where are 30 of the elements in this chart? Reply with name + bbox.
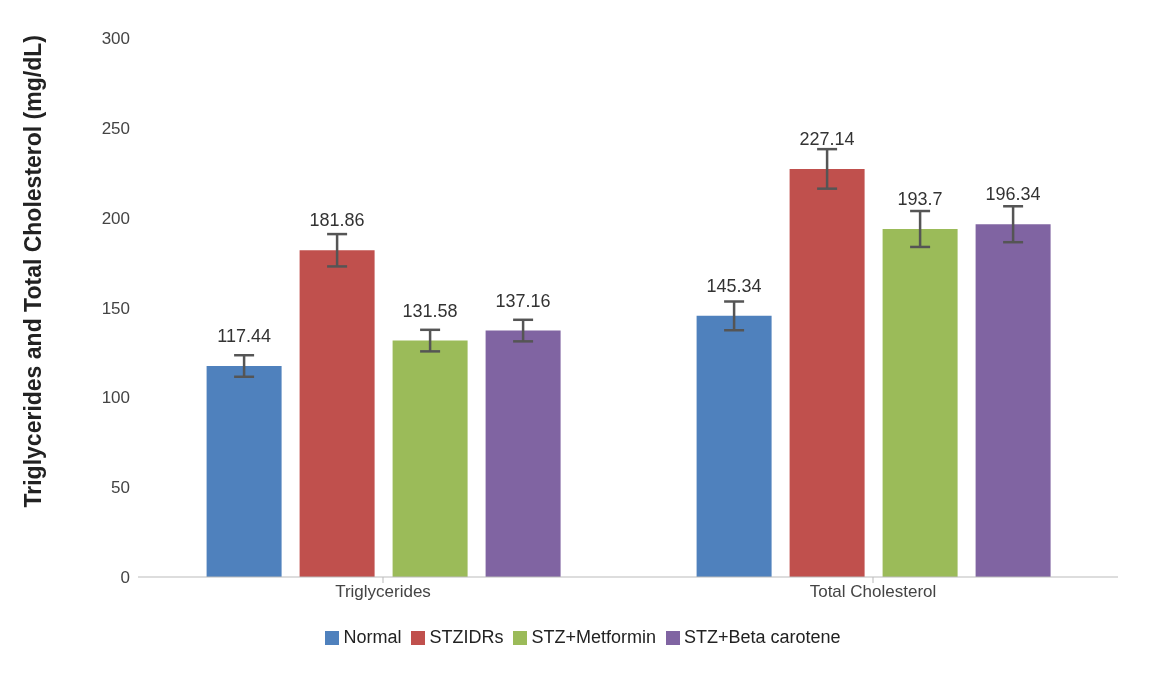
y-tick-label: 200 <box>101 208 130 228</box>
y-axis-title: Triglycerides and Total Cholesterol (mg/dL) <box>20 35 47 508</box>
bar <box>975 224 1051 577</box>
data-label: 193.7 <box>897 188 943 209</box>
y-tick-label: 250 <box>101 118 130 138</box>
bar <box>882 228 958 577</box>
data-label: 227.14 <box>799 128 855 149</box>
bar <box>696 315 772 577</box>
legend-label: STZ+Metformin <box>531 627 656 647</box>
data-label: 137.16 <box>495 290 551 311</box>
legend-label: STZ+Beta carotene <box>683 627 841 647</box>
x-tick-label: Total Cholesterol <box>809 582 937 602</box>
bar <box>485 330 561 577</box>
data-label: 181.86 <box>309 210 365 231</box>
bar <box>299 250 375 577</box>
data-label: 131.58 <box>402 300 458 321</box>
data-label: 196.34 <box>985 184 1041 205</box>
y-tick-label: 100 <box>101 388 130 408</box>
bar <box>206 366 282 577</box>
legend-label: Normal <box>343 627 402 647</box>
bar <box>392 340 468 577</box>
y-tick-label: 50 <box>111 478 130 498</box>
bar <box>789 168 865 577</box>
legend-label: STZIDRs <box>429 627 504 647</box>
y-tick-label: 300 <box>101 29 130 49</box>
y-tick-label: 0 <box>120 568 130 588</box>
y-tick-label: 150 <box>101 298 130 318</box>
data-label: 145.34 <box>706 275 762 296</box>
data-label: 117.44 <box>217 326 271 346</box>
x-tick-label: Triglycerides <box>335 582 431 602</box>
